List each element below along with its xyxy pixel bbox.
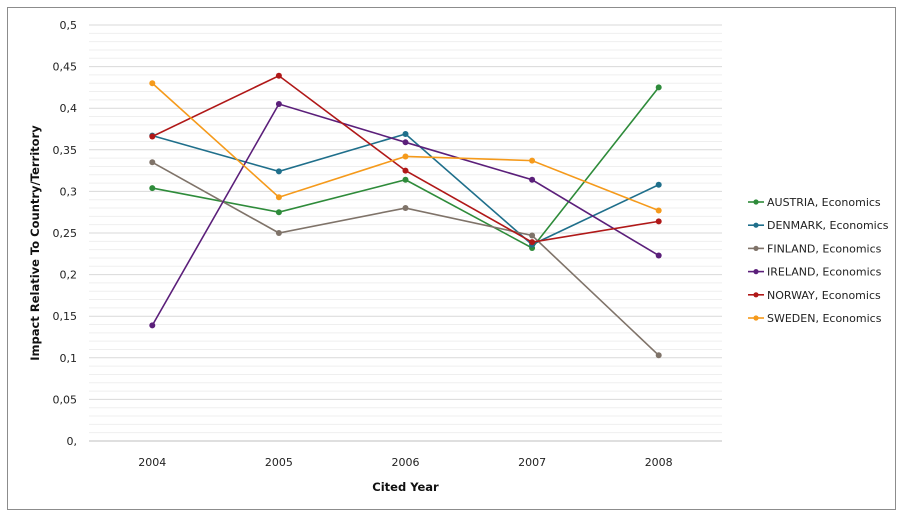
data-point bbox=[275, 72, 282, 79]
data-point bbox=[275, 230, 282, 236]
data-point bbox=[529, 176, 536, 183]
data-point bbox=[529, 239, 536, 246]
data-point bbox=[275, 168, 282, 175]
y-tick-label: 0,25 bbox=[53, 227, 78, 240]
data-point bbox=[529, 232, 536, 239]
x-tick-label: 2007 bbox=[518, 456, 546, 469]
legend-swatch-marker bbox=[753, 315, 759, 321]
x-axis-ticks: 2004 2005 2006 2007 2008 bbox=[138, 456, 672, 469]
legend-item: FINLAND, Economics bbox=[748, 242, 882, 255]
data-point bbox=[402, 139, 409, 146]
series-line bbox=[151, 103, 660, 326]
legend-swatch-marker bbox=[753, 269, 759, 275]
y-tick-label: 0,2 bbox=[60, 269, 78, 282]
data-point bbox=[655, 352, 662, 359]
data-point bbox=[275, 209, 282, 216]
series-ireland bbox=[149, 101, 662, 329]
series-sweden bbox=[149, 80, 662, 214]
legend-label: NORWAY, Economics bbox=[767, 289, 881, 302]
data-point bbox=[149, 322, 156, 329]
legend-item: AUSTRIA, Economics bbox=[748, 196, 881, 209]
legend-label: SWEDEN, Economics bbox=[767, 312, 882, 325]
legend-label: IRELAND, Economics bbox=[767, 266, 882, 279]
data-point bbox=[402, 176, 409, 183]
data-point bbox=[402, 205, 409, 212]
data-point bbox=[275, 101, 282, 108]
legend-item: NORWAY, Economics bbox=[748, 289, 881, 302]
x-tick-label: 2006 bbox=[392, 456, 420, 469]
series-finland bbox=[149, 159, 662, 359]
data-point bbox=[655, 84, 662, 91]
legend-swatch-marker bbox=[753, 222, 759, 228]
y-axis-title: Impact Relative To Country/Territory bbox=[28, 125, 42, 361]
chart-frame bbox=[7, 7, 896, 510]
legend-item: SWEDEN, Economics bbox=[748, 312, 882, 325]
data-point bbox=[149, 133, 156, 140]
data-point bbox=[655, 252, 662, 259]
x-tick-label: 2005 bbox=[265, 456, 293, 469]
legend-label: DENMARK, Economics bbox=[767, 219, 889, 232]
data-point bbox=[655, 181, 662, 188]
y-axis-ticks: 0, 0,05 0,1 0,15 0,2 0,25 0,3 0,35 0,4 0,45 0,5 bbox=[53, 19, 78, 448]
data-point bbox=[402, 130, 409, 137]
data-point bbox=[529, 157, 536, 164]
legend-item: DENMARK, Economics bbox=[748, 219, 889, 232]
y-tick-label: 0,5 bbox=[60, 19, 78, 32]
data-point bbox=[275, 194, 282, 201]
data-point bbox=[402, 153, 409, 160]
y-tick-label: 0,35 bbox=[53, 144, 78, 157]
data-point bbox=[655, 218, 662, 225]
data-point bbox=[149, 80, 156, 87]
x-axis-title: Cited Year bbox=[372, 480, 439, 494]
series-group bbox=[149, 72, 662, 359]
legend-item: IRELAND, Economics bbox=[748, 266, 882, 279]
legend-swatch-marker bbox=[753, 292, 759, 298]
grid-lines bbox=[89, 24, 722, 434]
legend-label: FINLAND, Economics bbox=[767, 242, 882, 255]
series-denmark bbox=[149, 130, 662, 248]
y-tick-label: 0,15 bbox=[53, 310, 78, 323]
data-point bbox=[149, 185, 156, 192]
legend: AUSTRIA, Economics DENMARK, Economics FINL… bbox=[748, 196, 889, 325]
legend-swatch-marker bbox=[753, 199, 759, 205]
x-tick-label: 2004 bbox=[138, 456, 166, 469]
data-point bbox=[655, 207, 662, 214]
data-point bbox=[402, 167, 409, 174]
x-tick-label: 2008 bbox=[645, 456, 673, 469]
series-austria bbox=[149, 84, 662, 251]
y-tick-label: 0,1 bbox=[60, 352, 78, 365]
y-tick-label: 0,45 bbox=[53, 61, 78, 74]
y-tick-label: 0, bbox=[67, 435, 78, 448]
y-tick-label: 0,3 bbox=[60, 185, 78, 198]
series-norway bbox=[149, 72, 662, 246]
data-point bbox=[149, 159, 156, 166]
y-tick-label: 0,4 bbox=[60, 102, 78, 115]
y-tick-label: 0,05 bbox=[53, 393, 78, 406]
legend-swatch-marker bbox=[753, 245, 759, 251]
legend-label: AUSTRIA, Economics bbox=[767, 196, 881, 209]
